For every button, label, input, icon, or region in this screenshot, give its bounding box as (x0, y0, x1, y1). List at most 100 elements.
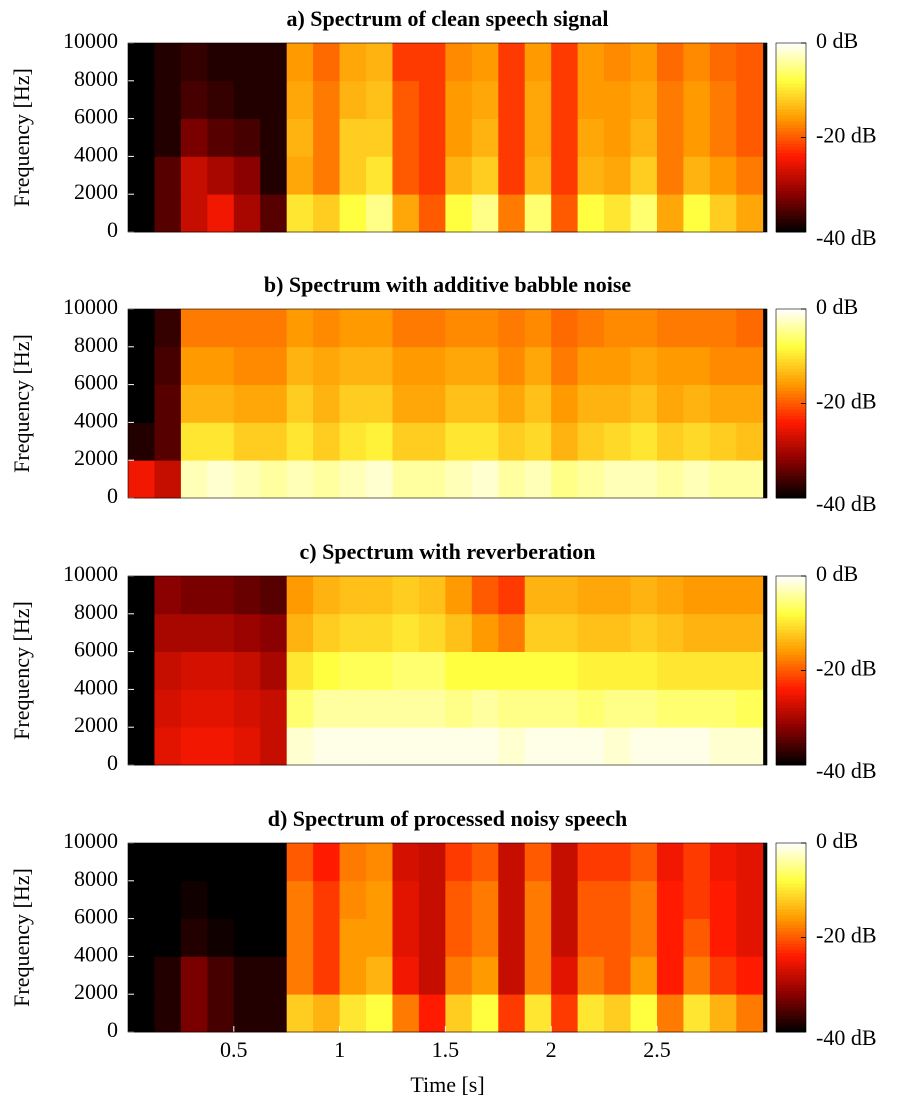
colorbar-segment (776, 58, 806, 63)
y-tick-label: 6000 (74, 370, 118, 395)
colorbar-segment (776, 623, 806, 627)
heatmap-cell (551, 346, 579, 385)
heatmap-cell (656, 118, 684, 157)
colorbar-segment (776, 83, 806, 88)
heatmap-cell (709, 956, 737, 995)
heatmap-cell (604, 843, 631, 882)
colorbar-segment (776, 648, 806, 653)
heatmap-cell (313, 384, 340, 423)
colorbar-segment (776, 591, 806, 596)
colorbar-segment (776, 115, 806, 120)
colorbar-segment (776, 1000, 806, 1005)
colorbar-segment (776, 321, 806, 326)
heatmap-cell (656, 309, 684, 348)
colorbar-segment (776, 112, 806, 116)
heatmap-cell (180, 43, 208, 82)
heatmap-cell (366, 422, 393, 461)
colorbar-segment (776, 604, 806, 608)
colorbar-tick-label: 0 dB (816, 294, 858, 319)
colorbar-segment (776, 197, 806, 201)
heatmap-cell (551, 918, 579, 957)
heatmap-cell (180, 918, 208, 957)
heatmap-cell (736, 689, 764, 728)
heatmap-cell (709, 194, 737, 233)
heatmap-cell (180, 727, 208, 766)
heatmap-cell (286, 194, 314, 233)
heatmap-cell (260, 651, 288, 690)
heatmap-cell (392, 346, 420, 385)
heatmap-cell (656, 346, 684, 385)
colorbar-segment (776, 594, 806, 599)
heatmap-cell (577, 651, 605, 690)
heatmap-cell (656, 689, 684, 728)
heatmap-cell (233, 651, 261, 690)
heatmap-cell (604, 309, 631, 348)
heatmap-cell (313, 613, 340, 652)
colorbar-tick-label: -20 dB (816, 923, 877, 948)
colorbar-segment (776, 309, 806, 313)
colorbar-segment (776, 987, 806, 992)
heatmap-cell (471, 956, 499, 995)
heatmap-cell (339, 384, 367, 423)
heatmap-cell (154, 346, 182, 385)
heatmap-cell (524, 956, 552, 995)
heatmap-cell (128, 346, 155, 385)
heatmap-cell (286, 689, 314, 728)
heatmap-cell (128, 956, 155, 995)
colorbar-segment (776, 727, 806, 731)
panel-title: b) Spectrum with additive babble noise (264, 272, 632, 297)
heatmap-cell (286, 384, 314, 423)
colorbar-segment (776, 956, 806, 961)
heatmap-cell (154, 576, 182, 615)
heatmap-cell (366, 43, 393, 82)
heatmap-cell (471, 727, 499, 766)
heatmap-cell (339, 843, 367, 882)
heatmap-cell (577, 880, 605, 919)
colorbar-segment (776, 225, 806, 230)
heatmap-cell (180, 422, 208, 461)
heatmap-cell (683, 309, 711, 348)
heatmap-cell (128, 994, 155, 1033)
heatmap-cell (736, 460, 764, 499)
colorbar-segment (776, 909, 806, 913)
heatmap-cell (207, 576, 235, 615)
colorbar-segment (776, 664, 806, 668)
colorbar-segment (776, 702, 806, 706)
heatmap-cell (471, 689, 499, 728)
heatmap-cell (128, 576, 155, 615)
heatmap-cell (128, 156, 155, 195)
heatmap-cell (286, 43, 314, 82)
colorbar-segment (776, 585, 806, 590)
heatmap-cell (551, 422, 579, 461)
colorbar-segment (776, 124, 806, 129)
heatmap-cell (286, 956, 314, 995)
colorbar-segment (776, 670, 806, 675)
plot-frame (127, 308, 768, 499)
heatmap-cell (630, 118, 658, 157)
heatmap-cell (154, 156, 182, 195)
heatmap-cell (154, 689, 182, 728)
colorbar-segment (776, 46, 806, 50)
colorbar-segment (776, 755, 806, 760)
heatmap-cell (207, 156, 235, 195)
heatmap-cell (366, 613, 393, 652)
colorbar-segment (776, 733, 806, 738)
heatmap-cell (683, 156, 711, 195)
heatmap-cell (630, 880, 658, 919)
y-tick-label: 2000 (74, 179, 118, 204)
heatmap-cell (709, 576, 737, 615)
heatmap-cell (418, 422, 446, 461)
colorbar-segment (776, 975, 806, 979)
heatmap-cell (577, 843, 605, 882)
heatmap-cell (313, 80, 340, 119)
colorbar-segment (776, 181, 806, 186)
colorbar-segment (776, 43, 806, 47)
heatmap-cell (683, 194, 711, 233)
heatmap-cell (233, 460, 261, 499)
heatmap-cell (445, 576, 473, 615)
heatmap-cell (709, 346, 737, 385)
heatmap-cell (709, 843, 737, 882)
colorbar-segment (776, 667, 806, 671)
colorbar-segment (776, 912, 806, 916)
heatmap-cell (498, 613, 526, 652)
